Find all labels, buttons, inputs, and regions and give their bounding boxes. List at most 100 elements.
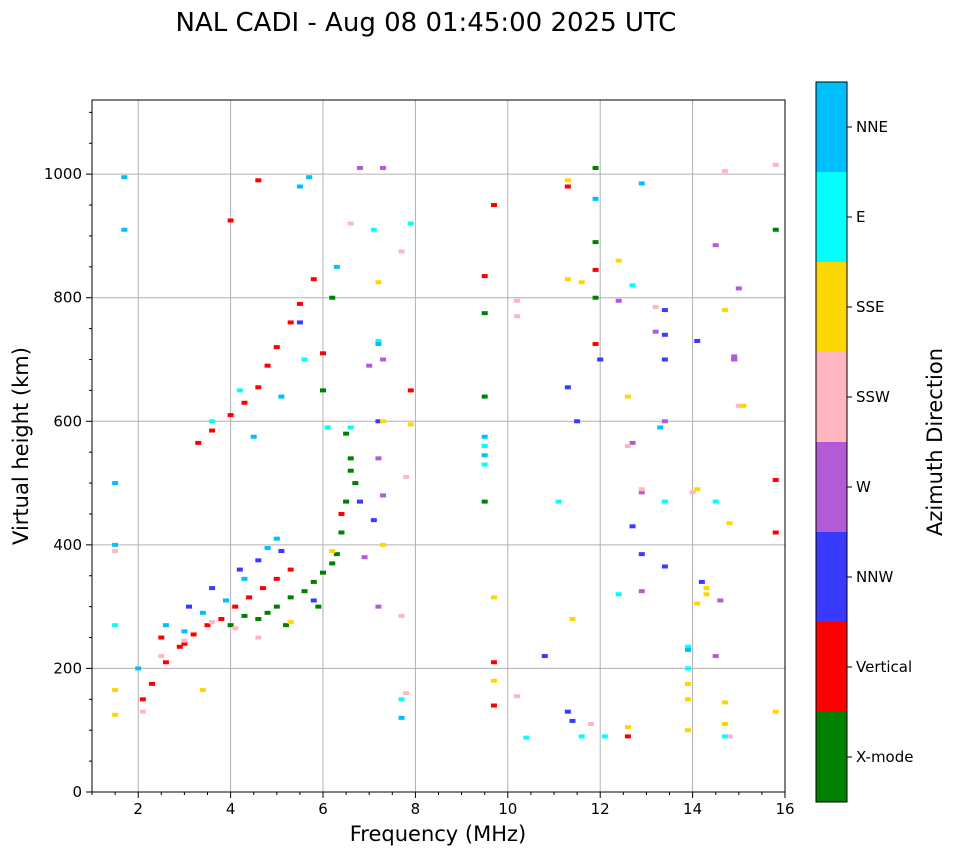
echo-point-e (407, 221, 414, 226)
echo-point-nne (375, 342, 382, 347)
echo-point-vertical (176, 644, 183, 649)
colorbar-tick-label: Vertical (856, 658, 912, 676)
echo-point-sse (703, 586, 710, 591)
echo-point-nnw (310, 598, 317, 603)
echo-point-ssw (514, 298, 521, 303)
echo-point-sse (569, 617, 576, 621)
colorbar-tick-label: W (856, 478, 871, 496)
echo-point-nne (273, 536, 280, 541)
echo-point-nne (481, 453, 488, 458)
echo-point-nnw (209, 586, 216, 591)
echo-point-vertical (338, 511, 345, 516)
echo-point-x-mode (592, 295, 599, 300)
echo-point-vertical (624, 734, 631, 739)
colorbar-segment (816, 262, 847, 352)
echo-point-w (366, 363, 373, 368)
echo-point-vertical (481, 274, 488, 279)
echo-point-nne (121, 227, 128, 232)
x-tick-label: 6 (318, 800, 328, 818)
echo-point-e (661, 499, 668, 504)
echo-point-vertical (287, 320, 294, 325)
echo-point-sse (564, 277, 571, 282)
echo-point-nnw (574, 419, 581, 424)
echo-point-x-mode (772, 227, 779, 232)
echo-point-w (717, 598, 724, 603)
echo-point-ssw (587, 722, 594, 727)
y-tick-label: 800 (53, 289, 82, 307)
echo-point-nnw (236, 567, 243, 572)
colorbar-segment (816, 82, 847, 172)
echo-point-x-mode (343, 499, 350, 504)
echo-point-w (731, 354, 738, 359)
echo-point-sse (380, 419, 387, 424)
echo-point-vertical (195, 440, 202, 445)
x-tick-label: 2 (133, 800, 143, 818)
echo-point-vertical (149, 681, 156, 686)
echo-point-nne (306, 175, 313, 180)
echo-point-sse (772, 709, 779, 714)
echo-point-vertical (259, 586, 266, 591)
echo-point-x-mode (347, 456, 354, 461)
echo-point-x-mode (481, 394, 488, 399)
echo-point-ssw (347, 221, 354, 226)
y-tick-label: 0 (72, 783, 82, 801)
echo-point-x-mode (255, 617, 262, 621)
echo-point-vertical (490, 703, 497, 708)
echo-point-ssw (689, 490, 696, 495)
echo-point-e (370, 227, 377, 232)
y-tick-label: 1000 (44, 165, 82, 183)
x-tick-label: 8 (411, 800, 421, 818)
echo-point-x-mode (338, 530, 345, 535)
y-axis: 0 200 400 600 800 1000 (44, 111, 92, 801)
echo-point-w (731, 357, 738, 362)
echo-point-x-mode (592, 165, 599, 170)
echo-point-ssw (403, 474, 410, 479)
echo-point-vertical (181, 641, 188, 646)
echo-point-vertical (320, 351, 326, 356)
echo-point-ssw (158, 654, 165, 659)
echo-point-nne (162, 623, 169, 628)
x-axis-label: Frequency (MHz) (350, 822, 526, 846)
y-tick-label: 200 (53, 659, 82, 677)
echo-point-w (712, 654, 719, 659)
echo-point-nnw (564, 385, 571, 390)
echo-point-sse (564, 178, 571, 183)
echo-point-vertical (490, 203, 497, 208)
echo-point-ssw (112, 549, 119, 554)
echo-point-nnw (661, 332, 668, 337)
echo-point-x-mode (310, 579, 317, 584)
echo-point-e (684, 644, 691, 649)
echo-point-x-mode (287, 595, 294, 600)
echo-point-e (555, 499, 562, 504)
echo-point-nne (135, 666, 142, 671)
echo-point-vertical (273, 576, 280, 581)
echo-point-nne (199, 610, 206, 615)
echo-point-w (712, 243, 719, 248)
echo-point-sse (684, 681, 691, 686)
echo-point-e (578, 734, 585, 739)
echo-point-e (324, 425, 331, 430)
echo-point-x-mode (241, 613, 248, 618)
echo-point-nne (222, 598, 229, 603)
echo-point-x-mode (481, 499, 488, 504)
echo-point-vertical (592, 267, 599, 272)
echo-point-nnw (370, 518, 377, 523)
x-tick-label: 10 (498, 800, 517, 818)
echo-point-sse (407, 422, 414, 427)
echo-point-x-mode (347, 468, 354, 473)
echo-point-ssw (232, 626, 239, 631)
echo-point-nnw (629, 524, 636, 529)
y-tick-label: 600 (53, 412, 82, 430)
echo-point-vertical (158, 635, 165, 640)
x-axis: 2 4 6 8 10 12 14 16 (91, 792, 795, 818)
y-axis-label: Virtual height (km) (9, 347, 33, 545)
echo-point-sse (380, 542, 387, 547)
echo-point-e (601, 734, 608, 739)
echo-point-sse (740, 403, 747, 408)
echo-point-w (638, 490, 645, 495)
echo-point-vertical (255, 385, 262, 390)
echo-point-w (638, 589, 645, 594)
echo-point-nne (296, 184, 303, 189)
echo-point-nne (684, 647, 691, 652)
echo-point-e (712, 499, 719, 504)
